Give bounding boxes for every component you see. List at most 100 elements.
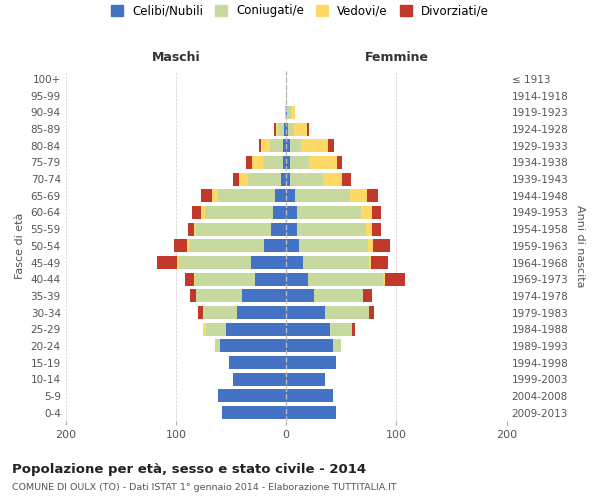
Bar — [263, 156, 283, 169]
Bar — [215, 340, 220, 352]
Bar — [373, 240, 390, 252]
Bar — [301, 140, 328, 152]
Bar — [198, 306, 203, 319]
Bar — [307, 122, 310, 136]
Bar — [286, 306, 325, 319]
Bar — [271, 222, 286, 235]
Bar — [364, 290, 372, 302]
Bar — [218, 190, 275, 202]
Bar — [286, 106, 287, 119]
Bar — [286, 322, 331, 336]
Bar — [294, 122, 307, 136]
Bar — [286, 122, 289, 136]
Bar — [236, 306, 286, 319]
Bar — [275, 190, 286, 202]
Bar — [252, 156, 263, 169]
Bar — [371, 256, 388, 269]
Bar — [203, 306, 236, 319]
Bar — [372, 206, 381, 219]
Bar — [314, 290, 364, 302]
Bar — [278, 122, 284, 136]
Bar — [233, 172, 239, 186]
Bar — [286, 156, 290, 169]
Bar — [283, 140, 286, 152]
Bar — [295, 190, 350, 202]
Bar — [203, 322, 206, 336]
Bar — [310, 156, 337, 169]
Bar — [196, 290, 242, 302]
Text: Popolazione per età, sesso e stato civile - 2014: Popolazione per età, sesso e stato civil… — [12, 462, 366, 475]
Bar — [286, 222, 297, 235]
Bar — [352, 322, 355, 336]
Bar — [242, 290, 286, 302]
Y-axis label: Anni di nascita: Anni di nascita — [575, 204, 585, 287]
Bar — [188, 222, 194, 235]
Bar — [299, 240, 368, 252]
Bar — [323, 172, 343, 186]
Bar — [286, 340, 332, 352]
Bar — [269, 140, 283, 152]
Bar — [248, 172, 281, 186]
Bar — [276, 122, 278, 136]
Bar — [337, 156, 343, 169]
Bar — [372, 222, 381, 235]
Bar — [233, 373, 286, 386]
Bar — [290, 156, 310, 169]
Bar — [229, 356, 286, 369]
Bar — [286, 406, 336, 419]
Bar — [328, 140, 334, 152]
Bar — [226, 322, 286, 336]
Y-axis label: Fasce di età: Fasce di età — [15, 212, 25, 279]
Bar — [256, 272, 286, 285]
Bar — [247, 156, 252, 169]
Bar — [368, 240, 373, 252]
Bar — [385, 272, 405, 285]
Bar — [290, 140, 301, 152]
Bar — [303, 256, 369, 269]
Bar — [187, 240, 189, 252]
Bar — [201, 206, 205, 219]
Bar — [261, 140, 269, 152]
Bar — [177, 256, 179, 269]
Bar — [325, 306, 369, 319]
Bar — [286, 140, 290, 152]
Bar — [185, 272, 194, 285]
Legend: Celibi/Nubili, Coniugati/e, Vedovi/e, Divorziati/e: Celibi/Nubili, Coniugati/e, Vedovi/e, Di… — [107, 1, 493, 21]
Bar — [369, 256, 371, 269]
Bar — [286, 356, 336, 369]
Bar — [239, 172, 248, 186]
Bar — [286, 89, 287, 102]
Bar — [286, 172, 290, 186]
Bar — [332, 340, 341, 352]
Bar — [179, 256, 251, 269]
Bar — [286, 373, 325, 386]
Bar — [201, 190, 212, 202]
Bar — [205, 206, 273, 219]
Text: Maschi: Maschi — [152, 50, 200, 64]
Bar — [281, 172, 286, 186]
Bar — [290, 106, 295, 119]
Bar — [343, 172, 351, 186]
Bar — [286, 190, 295, 202]
Bar — [286, 272, 308, 285]
Bar — [286, 290, 314, 302]
Bar — [274, 122, 276, 136]
Text: Femmine: Femmine — [364, 50, 428, 64]
Bar — [331, 322, 352, 336]
Bar — [174, 240, 187, 252]
Bar — [218, 390, 286, 402]
Bar — [251, 256, 286, 269]
Bar — [259, 140, 261, 152]
Bar — [206, 322, 226, 336]
Bar — [284, 122, 286, 136]
Bar — [286, 390, 332, 402]
Bar — [220, 340, 286, 352]
Bar — [194, 272, 256, 285]
Bar — [157, 256, 177, 269]
Text: COMUNE DI OULX (TO) - Dati ISTAT 1° gennaio 2014 - Elaborazione TUTTITALIA.IT: COMUNE DI OULX (TO) - Dati ISTAT 1° genn… — [12, 482, 397, 492]
Bar — [383, 272, 385, 285]
Bar — [365, 222, 372, 235]
Bar — [194, 222, 196, 235]
Bar — [286, 256, 303, 269]
Bar — [297, 222, 365, 235]
